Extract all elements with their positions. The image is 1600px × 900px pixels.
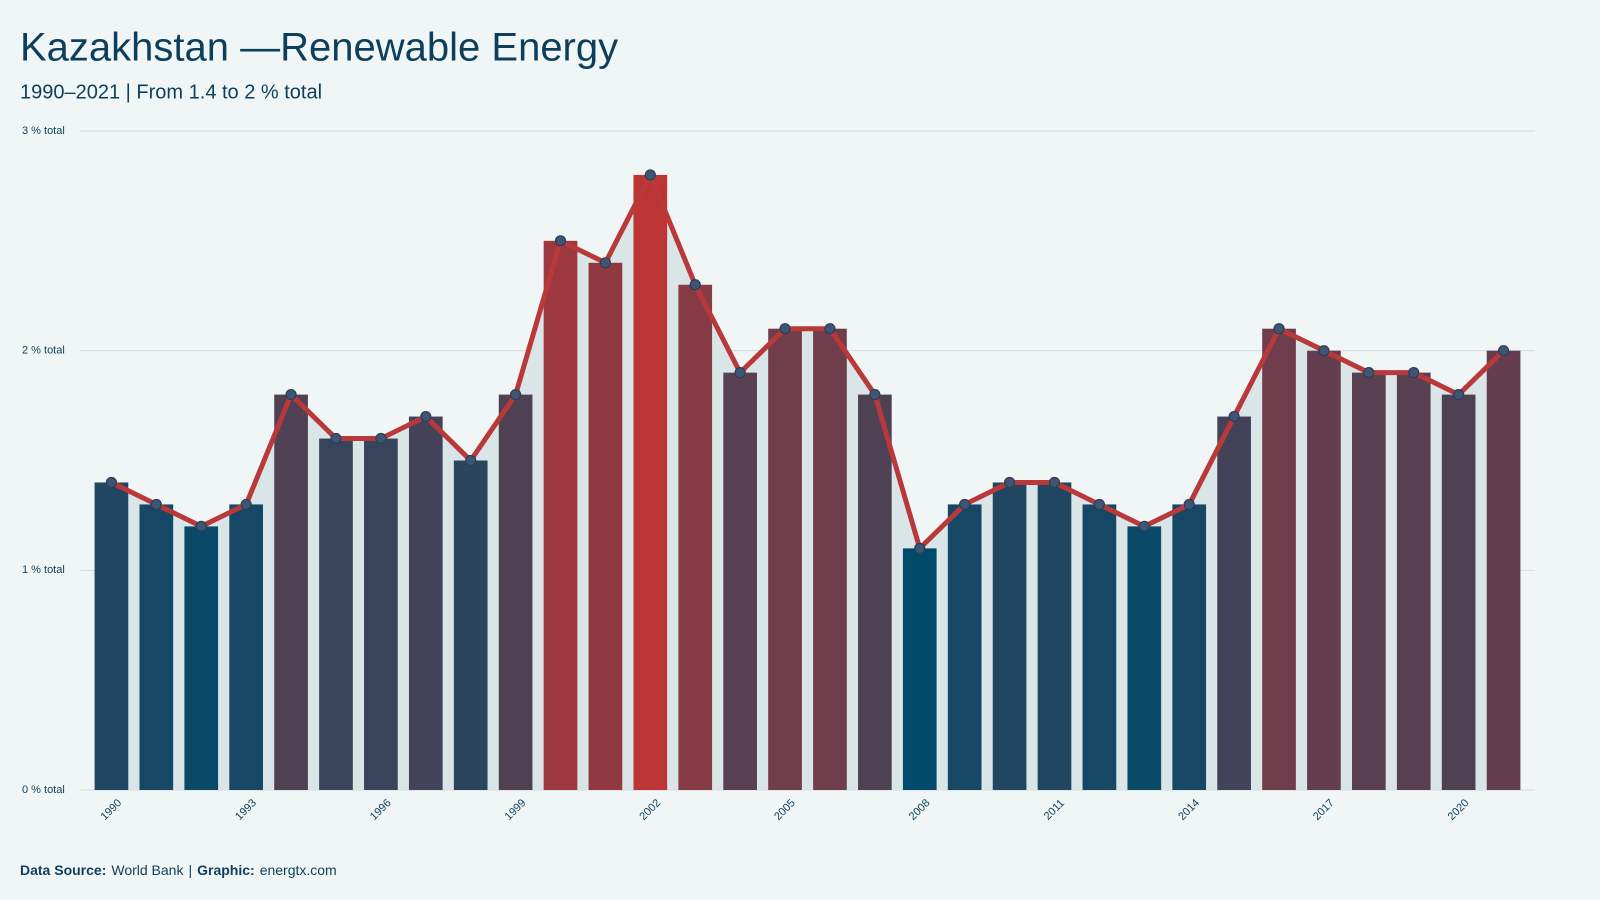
y-tick-label: 0 % total <box>22 784 65 796</box>
bar <box>633 174 668 790</box>
bar <box>274 394 308 790</box>
y-tick-label: 2 % total <box>22 345 65 357</box>
bar <box>1352 372 1386 790</box>
marker <box>285 389 297 401</box>
marker <box>150 498 162 511</box>
bar <box>1441 394 1476 790</box>
marker <box>240 498 252 511</box>
bar <box>813 328 847 790</box>
marker <box>375 432 387 445</box>
line <box>110 172 1506 551</box>
bar <box>588 262 623 790</box>
marker <box>1497 345 1510 357</box>
bar <box>1127 526 1162 790</box>
marker <box>959 498 971 511</box>
chart-title: Kazakhstan —Renewable Energy <box>20 26 618 70</box>
footer-part: Data Source: <box>20 862 106 878</box>
bar <box>1396 372 1431 790</box>
marker <box>644 169 656 181</box>
footer: Data Source: World Bank | Graphic: energtx.c… <box>20 862 337 878</box>
footer-part: Graphic: <box>197 862 255 878</box>
chart-subtitle: 1990–2021 | From 1.4 to 2 % total <box>20 81 322 103</box>
bar <box>1037 482 1072 790</box>
bar <box>543 240 578 791</box>
marker <box>330 432 342 445</box>
marker <box>554 235 567 247</box>
marker <box>1363 367 1375 379</box>
bar <box>1217 416 1251 790</box>
footer-part: | <box>188 862 192 878</box>
y-tick-label: 3 % total <box>22 125 65 137</box>
footer-part: World Bank <box>111 862 184 878</box>
marker <box>465 454 477 467</box>
bar <box>364 438 398 790</box>
marker <box>779 323 791 335</box>
marker <box>599 257 612 269</box>
marker <box>824 323 836 335</box>
marker <box>1273 323 1285 335</box>
marker <box>1048 476 1061 489</box>
footer-part: energtx.com <box>260 862 337 878</box>
bar <box>1262 328 1296 790</box>
bar <box>768 328 802 790</box>
bar <box>229 504 263 790</box>
bar <box>902 548 937 790</box>
marker <box>1228 410 1240 423</box>
bar <box>139 504 174 790</box>
bar <box>1307 350 1341 790</box>
bar <box>858 394 892 790</box>
marker <box>195 520 207 533</box>
marker <box>1408 367 1420 379</box>
bar <box>678 284 713 790</box>
bar <box>992 482 1027 790</box>
bar <box>453 460 488 790</box>
bar <box>408 416 443 790</box>
bar <box>1082 504 1117 790</box>
bar <box>184 526 219 790</box>
marker <box>914 542 926 554</box>
marker <box>1138 520 1150 533</box>
marker <box>1093 498 1105 511</box>
marker <box>869 389 881 401</box>
marker <box>1003 476 1016 489</box>
bar <box>319 438 353 790</box>
marker <box>1318 345 1330 357</box>
marker <box>105 476 118 489</box>
bar <box>947 504 982 790</box>
marker <box>1453 389 1465 401</box>
bar <box>723 372 757 790</box>
y-tick-label: 1 % total <box>22 564 65 576</box>
bar <box>94 482 129 790</box>
marker <box>1183 498 1195 511</box>
bar <box>1172 504 1207 790</box>
bar <box>1486 350 1521 790</box>
marker <box>689 279 701 291</box>
marker <box>510 389 522 401</box>
bar <box>498 394 533 790</box>
marker <box>734 367 746 379</box>
marker <box>420 410 432 423</box>
